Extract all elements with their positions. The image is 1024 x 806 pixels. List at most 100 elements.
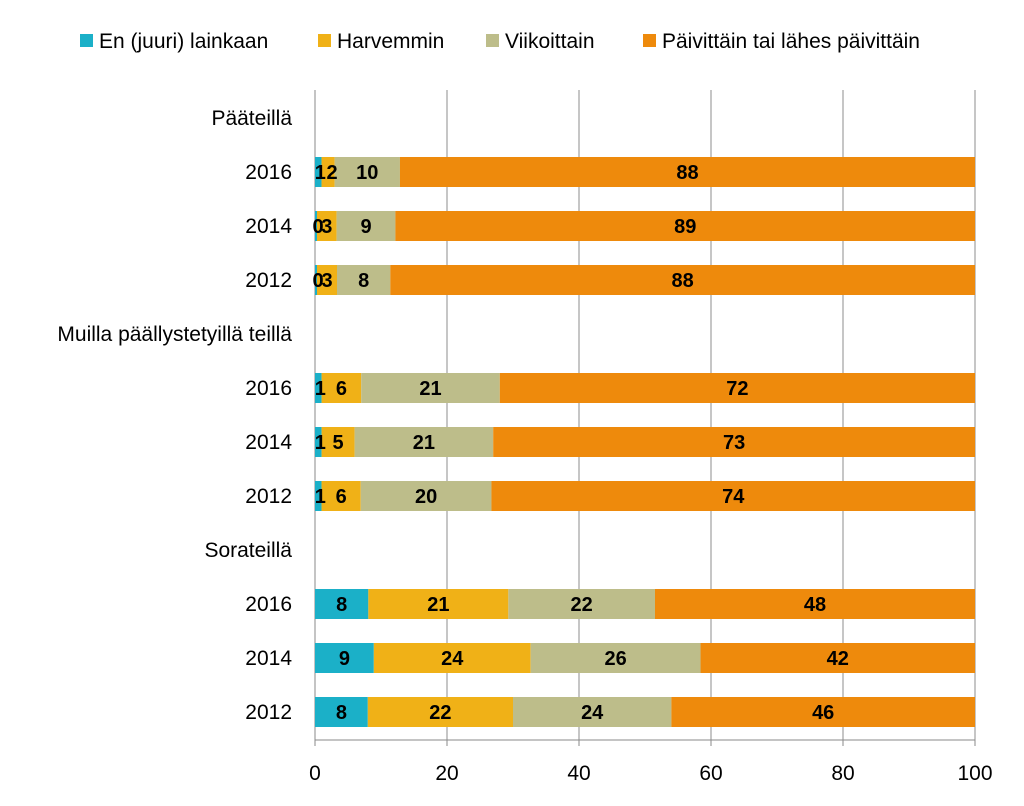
data-label: 26 — [604, 648, 626, 670]
bar-segment — [315, 373, 322, 403]
bar-segment — [317, 211, 337, 241]
category-label: 2012 — [245, 701, 292, 724]
x-tick-label-100: 100 — [957, 762, 992, 785]
data-label: 21 — [413, 432, 435, 454]
bar-segment — [360, 481, 492, 511]
legend-label-1: Harvemmin — [337, 30, 444, 53]
bar-segment — [315, 265, 317, 295]
bar-segment — [315, 697, 368, 727]
data-label: 74 — [722, 486, 745, 508]
group-label: Pääteillä — [211, 107, 292, 130]
bar-segment — [655, 589, 975, 619]
bar-segment — [315, 427, 322, 457]
bar-segment — [315, 643, 374, 673]
data-label: 89 — [674, 216, 696, 238]
data-label: 48 — [804, 594, 826, 616]
category-label: 2016 — [245, 161, 292, 184]
data-label: 8 — [336, 594, 347, 616]
category-label: 2016 — [245, 593, 292, 616]
bar-segment — [315, 211, 317, 241]
legend-swatch-2 — [486, 34, 499, 47]
bar-segment — [390, 265, 975, 295]
data-label: 0 — [312, 216, 323, 238]
data-label: 1 — [315, 162, 326, 184]
bar-segment — [361, 373, 500, 403]
data-label: 88 — [676, 162, 698, 184]
x-tick-label-40: 40 — [567, 762, 590, 785]
axis: 0 20 40 60 80 100 — [309, 739, 993, 785]
bar-segment — [530, 643, 701, 673]
bar-segment — [513, 697, 672, 727]
x-tick-label-0: 0 — [309, 762, 321, 785]
bar-segment — [508, 589, 655, 619]
bar-segment — [321, 157, 335, 187]
data-label: 24 — [441, 648, 464, 670]
data-label: 21 — [427, 594, 449, 616]
bar-segment — [399, 157, 975, 187]
data-label: 8 — [358, 270, 369, 292]
bar-segment — [334, 157, 400, 187]
bar-segment — [373, 643, 531, 673]
data-label: 3 — [321, 216, 332, 238]
data-label: 10 — [356, 162, 378, 184]
bar-segment — [354, 427, 494, 457]
data-label: 20 — [415, 486, 437, 508]
bar-segment — [337, 265, 391, 295]
legend-swatch-3 — [643, 34, 656, 47]
bar-segment — [671, 697, 975, 727]
legend-swatch-0 — [80, 34, 93, 47]
data-label: 9 — [360, 216, 371, 238]
x-tick-label-60: 60 — [699, 762, 722, 785]
bar-segment — [315, 589, 369, 619]
category-label: 2012 — [245, 485, 292, 508]
bar-segment — [367, 697, 513, 727]
data-label: 22 — [571, 594, 593, 616]
bar-segment — [315, 157, 322, 187]
data-label: 1 — [315, 432, 326, 454]
bar-segment — [321, 481, 361, 511]
bar-segment — [315, 481, 322, 511]
legend-label-2: Viikoittain — [505, 30, 595, 53]
legend-swatch-1 — [318, 34, 331, 47]
group-label: Muilla päällystetyillä teillä — [57, 323, 292, 346]
data-label: 24 — [581, 702, 604, 724]
data-label: 46 — [812, 702, 834, 724]
data-label: 1 — [315, 486, 326, 508]
bar-segment — [493, 427, 975, 457]
data-label: 1 — [315, 378, 326, 400]
group-label: Sorateillä — [204, 539, 292, 562]
bar-segment — [499, 373, 975, 403]
data-label: 72 — [726, 378, 748, 400]
category-label: 2014 — [245, 215, 292, 238]
legend: En (juuri) lainkaan Harvemmin Viikoittain P… — [80, 30, 920, 53]
data-label: 3 — [321, 270, 332, 292]
data-label: 88 — [672, 270, 694, 292]
category-labels: Pääteillä 2016 2014 2012 Muilla päällystetyi… — [57, 107, 292, 724]
data-label: 6 — [336, 486, 347, 508]
bar-segment — [368, 589, 509, 619]
bar-segment — [336, 211, 396, 241]
legend-label-3: Päivittäin tai lähes päivittäin — [662, 30, 920, 53]
data-label: 6 — [336, 378, 347, 400]
data-label: 21 — [419, 378, 441, 400]
data-label: 2 — [327, 162, 338, 184]
bar-segment — [700, 643, 975, 673]
category-label: 2012 — [245, 269, 292, 292]
bar-segment — [321, 427, 355, 457]
data-label: 8 — [336, 702, 347, 724]
legend-label-0: En (juuri) lainkaan — [99, 30, 268, 53]
bar-segment — [491, 481, 975, 511]
data-label: 9 — [339, 648, 350, 670]
x-tick-label-20: 20 — [435, 762, 458, 785]
data-label: 0 — [312, 270, 323, 292]
category-label: 2016 — [245, 377, 292, 400]
data-label: 22 — [429, 702, 451, 724]
data-label: 42 — [827, 648, 849, 670]
bar-segment — [321, 373, 362, 403]
bar-segment — [317, 265, 337, 295]
data-label: 73 — [723, 432, 745, 454]
data-label: 5 — [333, 432, 344, 454]
category-label: 2014 — [245, 647, 292, 670]
